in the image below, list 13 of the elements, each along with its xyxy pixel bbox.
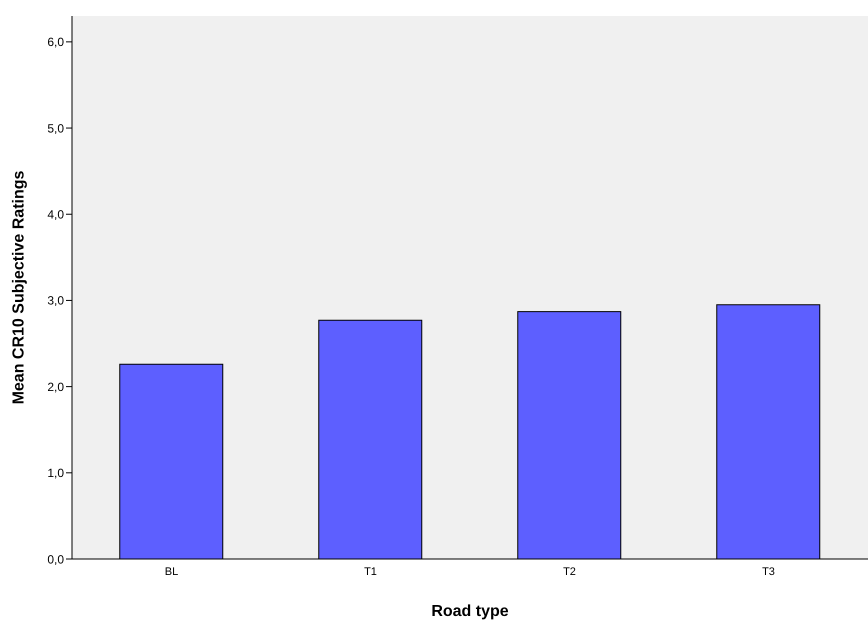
x-tick-label: BL xyxy=(164,566,178,578)
x-axis-title: Road type xyxy=(431,603,509,620)
y-tick-label: 2,0 xyxy=(47,380,64,394)
y-tick-label: 6,0 xyxy=(47,35,64,50)
y-tick-label: 3,0 xyxy=(47,294,64,308)
y-tick-label: 5,0 xyxy=(47,121,64,136)
x-tick-label: T1 xyxy=(364,566,377,578)
x-tick-label: T3 xyxy=(762,566,775,578)
y-axis-title: Mean CR10 Subjective Ratings xyxy=(10,170,28,404)
x-tick-label: T2 xyxy=(563,566,576,578)
y-tick-label: 1,0 xyxy=(47,466,64,480)
y-tick-label: 4,0 xyxy=(47,208,64,222)
y-tick-label: 0,0 xyxy=(47,552,64,566)
